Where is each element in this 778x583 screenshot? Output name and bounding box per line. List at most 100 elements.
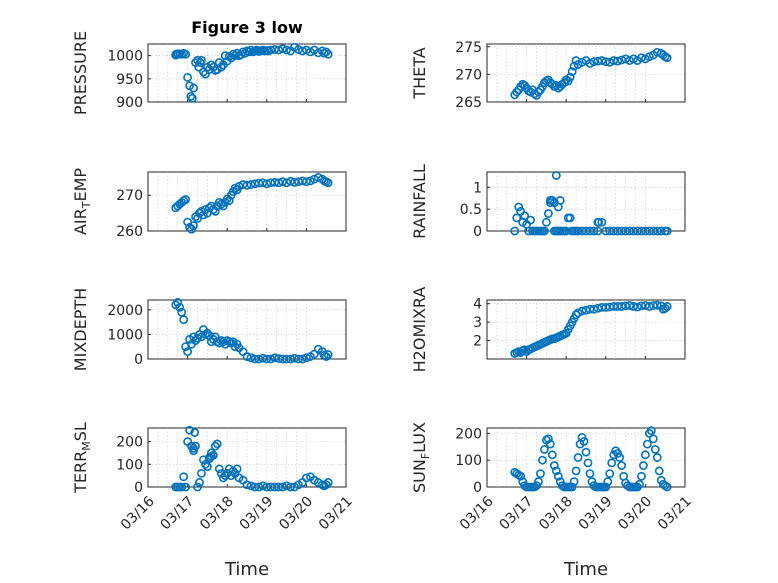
data-point — [526, 215, 535, 225]
data-point — [204, 454, 214, 464]
data-point — [551, 171, 561, 180]
data-point — [323, 49, 333, 59]
data-point — [298, 46, 307, 56]
y-tick-label: 4 — [473, 297, 482, 313]
data-point — [625, 301, 634, 310]
data-point — [301, 353, 311, 363]
data-point — [579, 437, 589, 446]
data-point — [175, 302, 185, 312]
data-point — [652, 300, 662, 310]
y-axis-label: THETA — [410, 47, 429, 99]
x-axis-label: Time — [563, 559, 608, 580]
y-tick-label: 1000 — [107, 49, 143, 65]
data-point — [301, 473, 311, 483]
data-point — [589, 226, 599, 236]
data-point — [232, 464, 242, 474]
data-point — [567, 482, 577, 492]
data-point — [189, 83, 198, 93]
data-point — [173, 298, 183, 307]
data-point — [323, 178, 333, 188]
data-point — [516, 471, 526, 481]
data-point — [637, 471, 646, 481]
data-point — [581, 305, 591, 315]
data-point — [601, 302, 611, 312]
data-point — [323, 478, 333, 487]
data-point — [543, 209, 553, 218]
data-point — [547, 450, 557, 460]
data-point — [197, 55, 206, 65]
data-point — [290, 177, 299, 187]
data-point — [589, 57, 599, 67]
data-point — [191, 441, 200, 451]
data-point — [565, 213, 575, 223]
y-tick-label: 270 — [455, 67, 482, 83]
data-point — [551, 466, 561, 476]
data-point — [530, 89, 539, 99]
data-point — [323, 350, 333, 359]
data-point — [536, 469, 545, 478]
data-point — [538, 455, 547, 465]
data-point — [617, 461, 627, 470]
y-tick-label: 265 — [455, 95, 482, 111]
data-point — [278, 44, 288, 54]
data-point — [597, 56, 607, 65]
data-point — [321, 480, 331, 490]
data-point — [181, 482, 191, 492]
data-point — [567, 67, 577, 77]
data-point — [642, 439, 652, 449]
y-tick-label: 100 — [116, 457, 143, 473]
x-axis-label: Time — [224, 559, 269, 580]
subplot-theta: 265 270 275 THETA — [410, 40, 686, 111]
y-tick-label: 0 — [473, 480, 482, 496]
data-point — [555, 196, 565, 205]
data-point — [662, 226, 672, 236]
data-point — [662, 482, 672, 492]
data-point — [565, 72, 575, 82]
y-axis-label: AIRTEMP — [71, 168, 93, 235]
subplot-h2omixra: 2 3 4 H2OMIXRA — [410, 287, 686, 372]
data-point — [220, 471, 230, 481]
data-point — [569, 477, 579, 487]
data-point — [613, 56, 623, 66]
data-point — [214, 464, 224, 474]
subplot-rainfall: 0 0.5 1 RAINFALL — [410, 164, 686, 240]
y-tick-label: 0 — [473, 224, 482, 240]
data-point — [516, 82, 526, 91]
data-point — [206, 451, 216, 461]
y-tick-label: 900 — [116, 95, 143, 111]
data-point — [637, 53, 646, 63]
data-point — [250, 179, 260, 189]
data-point — [656, 226, 666, 236]
data-point — [216, 62, 226, 72]
data-point — [593, 303, 603, 313]
subplot-air-temp: 260 270 AIRTEMP — [71, 168, 347, 240]
data-point — [270, 45, 280, 54]
data-point — [246, 45, 256, 55]
data-point — [553, 471, 563, 481]
data-point — [282, 45, 291, 55]
data-point — [607, 458, 617, 468]
data-point — [242, 180, 252, 190]
data-point — [286, 482, 295, 492]
data-point — [589, 304, 599, 314]
data-point — [189, 446, 198, 456]
y-axis-label: TERRMSL — [71, 422, 93, 494]
data-point — [212, 439, 222, 449]
data-point — [238, 47, 248, 57]
y-axis-label: SUNFLUX — [410, 422, 432, 493]
y-tick-label: 2000 — [107, 303, 143, 319]
y-tick-label: 3 — [473, 315, 482, 331]
y-tick-label: 2 — [473, 334, 482, 350]
data-point — [597, 217, 607, 227]
data-point — [252, 45, 262, 55]
y-tick-label: 0 — [134, 352, 143, 368]
y-tick-label: 275 — [455, 40, 482, 56]
data-point — [301, 177, 311, 187]
y-tick-label: 1 — [473, 180, 482, 196]
data-point — [242, 480, 252, 490]
data-point — [585, 58, 595, 68]
data-point — [202, 462, 212, 471]
data-point — [274, 482, 284, 492]
data-point — [585, 304, 595, 314]
y-tick-label: 1000 — [107, 327, 143, 343]
